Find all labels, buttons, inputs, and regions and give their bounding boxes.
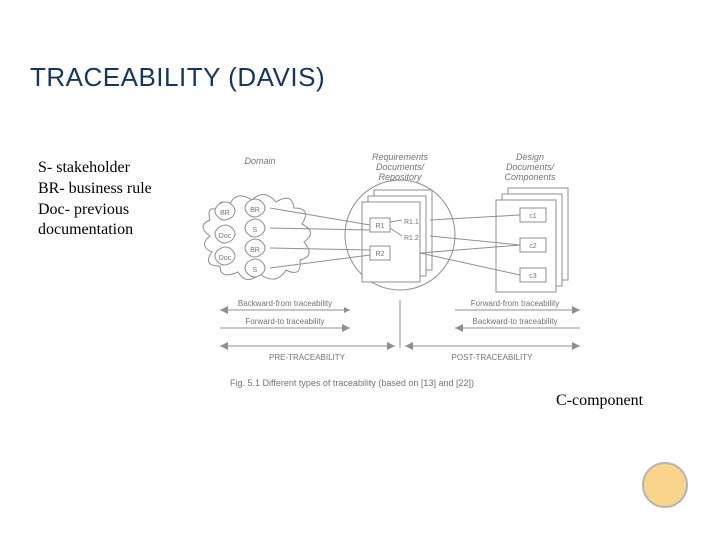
svg-text:R2: R2 <box>376 251 385 258</box>
svg-text:c3: c3 <box>529 273 537 280</box>
label-pre: PRE-TRACEABILITY <box>269 353 346 362</box>
svg-text:Doc: Doc <box>219 233 232 240</box>
header-req-1: Requirements <box>372 152 429 162</box>
header-design-3: Components <box>504 172 556 182</box>
label-post: POST-TRACEABILITY <box>452 353 534 362</box>
label-backward-from: Backward-from traceability <box>238 299 332 308</box>
legend-item-c: C-component <box>556 392 643 410</box>
label-forward-to: Forward-to traceability <box>245 317 324 326</box>
svg-text:c1: c1 <box>529 213 537 220</box>
figure-caption: Fig. 5.1 Different types of traceability… <box>230 378 474 388</box>
svg-text:R1: R1 <box>376 223 385 230</box>
svg-text:S: S <box>253 227 258 234</box>
svg-text:S: S <box>253 267 258 274</box>
legend-block: S- stakeholder BR- business rule Doc- pr… <box>38 158 198 241</box>
header-domain: Domain <box>244 156 275 166</box>
svg-text:c2: c2 <box>529 243 537 250</box>
header-req-2: Documents/ <box>376 162 426 172</box>
design-docs: c1 c2 c3 <box>496 188 568 292</box>
header-design-1: Design <box>516 152 544 162</box>
requirements-docs: R1 R2 R1.1 R1.2 <box>362 190 432 282</box>
connectors-left <box>270 208 370 268</box>
legend-item-doc: Doc- previous documentation <box>38 200 198 242</box>
page-title: TRACEABILITY (DAVIS) <box>30 62 325 93</box>
domain-items: BR BR Doc S Doc BR S <box>215 199 265 277</box>
svg-text:BR: BR <box>250 207 260 214</box>
legend-item-br: BR- business rule <box>38 179 198 200</box>
svg-text:Doc: Doc <box>219 255 232 262</box>
traceability-diagram: Domain Requirements Documents/ Repositor… <box>200 150 600 395</box>
svg-text:BR: BR <box>250 247 260 254</box>
header-design-2: Documents/ <box>506 162 556 172</box>
svg-text:R1.2: R1.2 <box>404 235 419 242</box>
accent-dot-icon <box>642 462 688 508</box>
svg-text:R1.1: R1.1 <box>404 219 419 226</box>
legend-item-s: S- stakeholder <box>38 158 198 179</box>
svg-text:BR: BR <box>220 210 230 217</box>
slide: TRACEABILITY (DAVIS) S- stakeholder BR- … <box>0 0 720 540</box>
label-backward-to: Backward-to traceability <box>473 317 558 326</box>
label-forward-from: Forward-from traceability <box>471 299 559 308</box>
